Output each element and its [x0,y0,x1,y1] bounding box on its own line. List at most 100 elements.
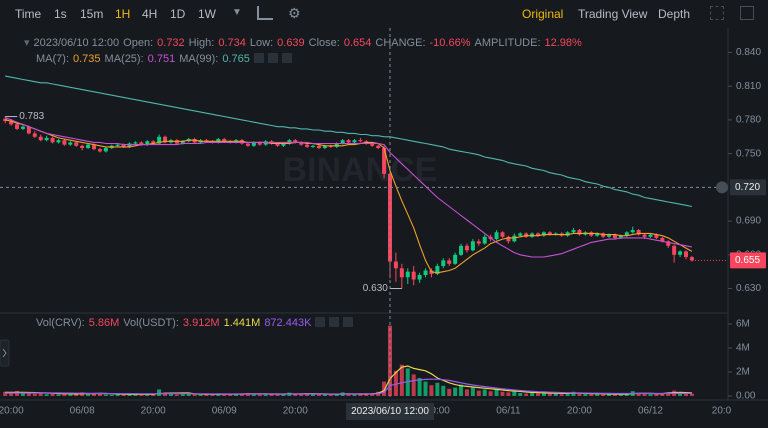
volume-bar [38,393,43,396]
volume-bar [145,394,150,396]
candle-body [103,148,108,152]
interval-button[interactable]: 4H [142,7,158,21]
candle-body [151,141,156,144]
x-tick-label: 20:00 [141,406,166,417]
readout-label: CHANGE: [375,37,426,49]
candle-body [62,140,67,145]
candle-body [530,233,535,237]
settings-icon[interactable]: ⚙ [288,5,301,21]
interval-button[interactable]: 1D [170,7,186,21]
gear-icon[interactable] [329,317,340,327]
candle-body [263,141,268,145]
volume-bar [370,393,375,396]
candle-body [26,126,31,134]
eye-icon[interactable] [253,53,264,63]
side-toggle[interactable] [0,339,10,367]
candle-body [536,233,540,236]
candle-body [157,136,162,144]
volume-bar [186,393,191,396]
volume-bar [618,394,623,396]
candle-body [612,234,617,238]
volume-usdt-value: 3.912M [182,317,220,329]
indicators-icon[interactable] [257,6,273,20]
volume-bar [168,393,173,396]
candle-body [293,140,298,143]
volume-bar [198,394,203,396]
volume-bar [547,393,552,396]
volume-bar [228,394,233,396]
readout-label: High: [188,37,215,49]
candle-body [417,275,422,280]
candle-body [382,148,387,174]
candle-body [352,140,357,143]
candle-body [423,270,428,276]
layout-icon[interactable] [740,6,754,20]
volume-bar [612,394,617,396]
volume-bar [423,381,428,396]
candle-body [287,140,292,144]
candle-body [20,126,25,129]
volume-bar [68,394,73,396]
interval-button[interactable]: 1H [115,7,131,21]
candle-body [482,236,487,244]
candle-body [672,245,677,255]
volume-bar [358,394,363,396]
volume-bar [506,392,511,396]
volume-bar [559,394,564,396]
candle-body [524,233,529,237]
volume-bar [435,382,440,396]
close-icon[interactable] [281,53,292,63]
interval-button[interactable]: 1W [198,7,216,21]
candle-body [32,133,37,137]
volume-bar [453,387,458,396]
candle-body [15,124,20,129]
candle-body [97,149,102,152]
candle-body [547,232,552,235]
candle-body [80,145,85,149]
ma-label: MA(99): [179,53,219,65]
volume-bar [305,393,310,396]
volume-bar [192,394,197,396]
more-intervals[interactable]: ▼ [232,7,242,18]
gear-icon[interactable] [267,53,278,63]
view-tab[interactable]: Depth [658,7,691,21]
volume-bar [74,393,79,396]
ma-value: 0.765 [222,53,250,65]
volume-bar [577,393,582,396]
volume-bar [429,385,434,396]
volume-bar [476,390,481,396]
volume-y-tick-label: 0.00 [736,391,756,402]
candle-body [660,237,665,242]
volume-bar [9,392,14,396]
candle-body [370,143,375,146]
collapse[interactable]: ▾ [24,37,30,49]
volume-bar [316,393,321,396]
volume-bar [322,394,327,396]
volume-bar [553,393,558,396]
view-tab[interactable]: Original [522,7,564,21]
x-tick-label: 06/08 [70,406,95,417]
volume-y-tick-label: 2M [736,367,750,378]
candle-body [447,260,452,264]
candle-body [163,136,168,143]
eye-icon[interactable] [315,317,326,327]
readout-value: 0.654 [343,37,372,49]
volume-bar [269,394,274,396]
candle-body [541,232,546,236]
time-button[interactable]: Time [15,7,42,21]
candle-body [411,271,416,280]
volume-bar [86,394,91,396]
interval-button[interactable]: 1s [54,7,67,21]
close-icon[interactable] [343,317,354,327]
volume-bar [660,393,665,396]
x-tick-label: 20:00 [567,406,592,417]
interval-button[interactable]: 15m [80,7,104,21]
candle-body [68,142,73,145]
volume-bar [524,393,529,396]
volume-bar [240,393,244,396]
view-tab[interactable]: Trading View [578,7,648,21]
volume-bar [530,392,535,396]
fullscreen-icon[interactable] [710,6,724,20]
volume-bar [565,393,570,396]
volume-y-tick-label: 6M [736,319,750,330]
